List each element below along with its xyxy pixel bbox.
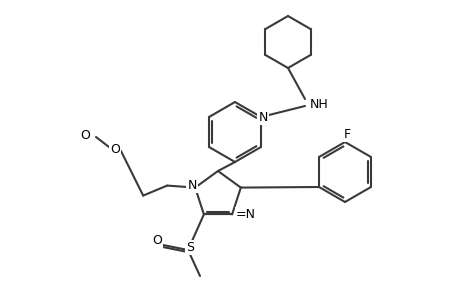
Text: F: F	[343, 128, 350, 140]
Text: N: N	[258, 110, 267, 124]
Text: O: O	[152, 235, 162, 248]
Text: N: N	[187, 179, 196, 192]
Text: O: O	[110, 142, 120, 155]
Text: S: S	[185, 242, 194, 254]
Text: O: O	[80, 128, 90, 142]
Text: =N: =N	[235, 208, 256, 221]
Text: NH: NH	[309, 98, 328, 110]
